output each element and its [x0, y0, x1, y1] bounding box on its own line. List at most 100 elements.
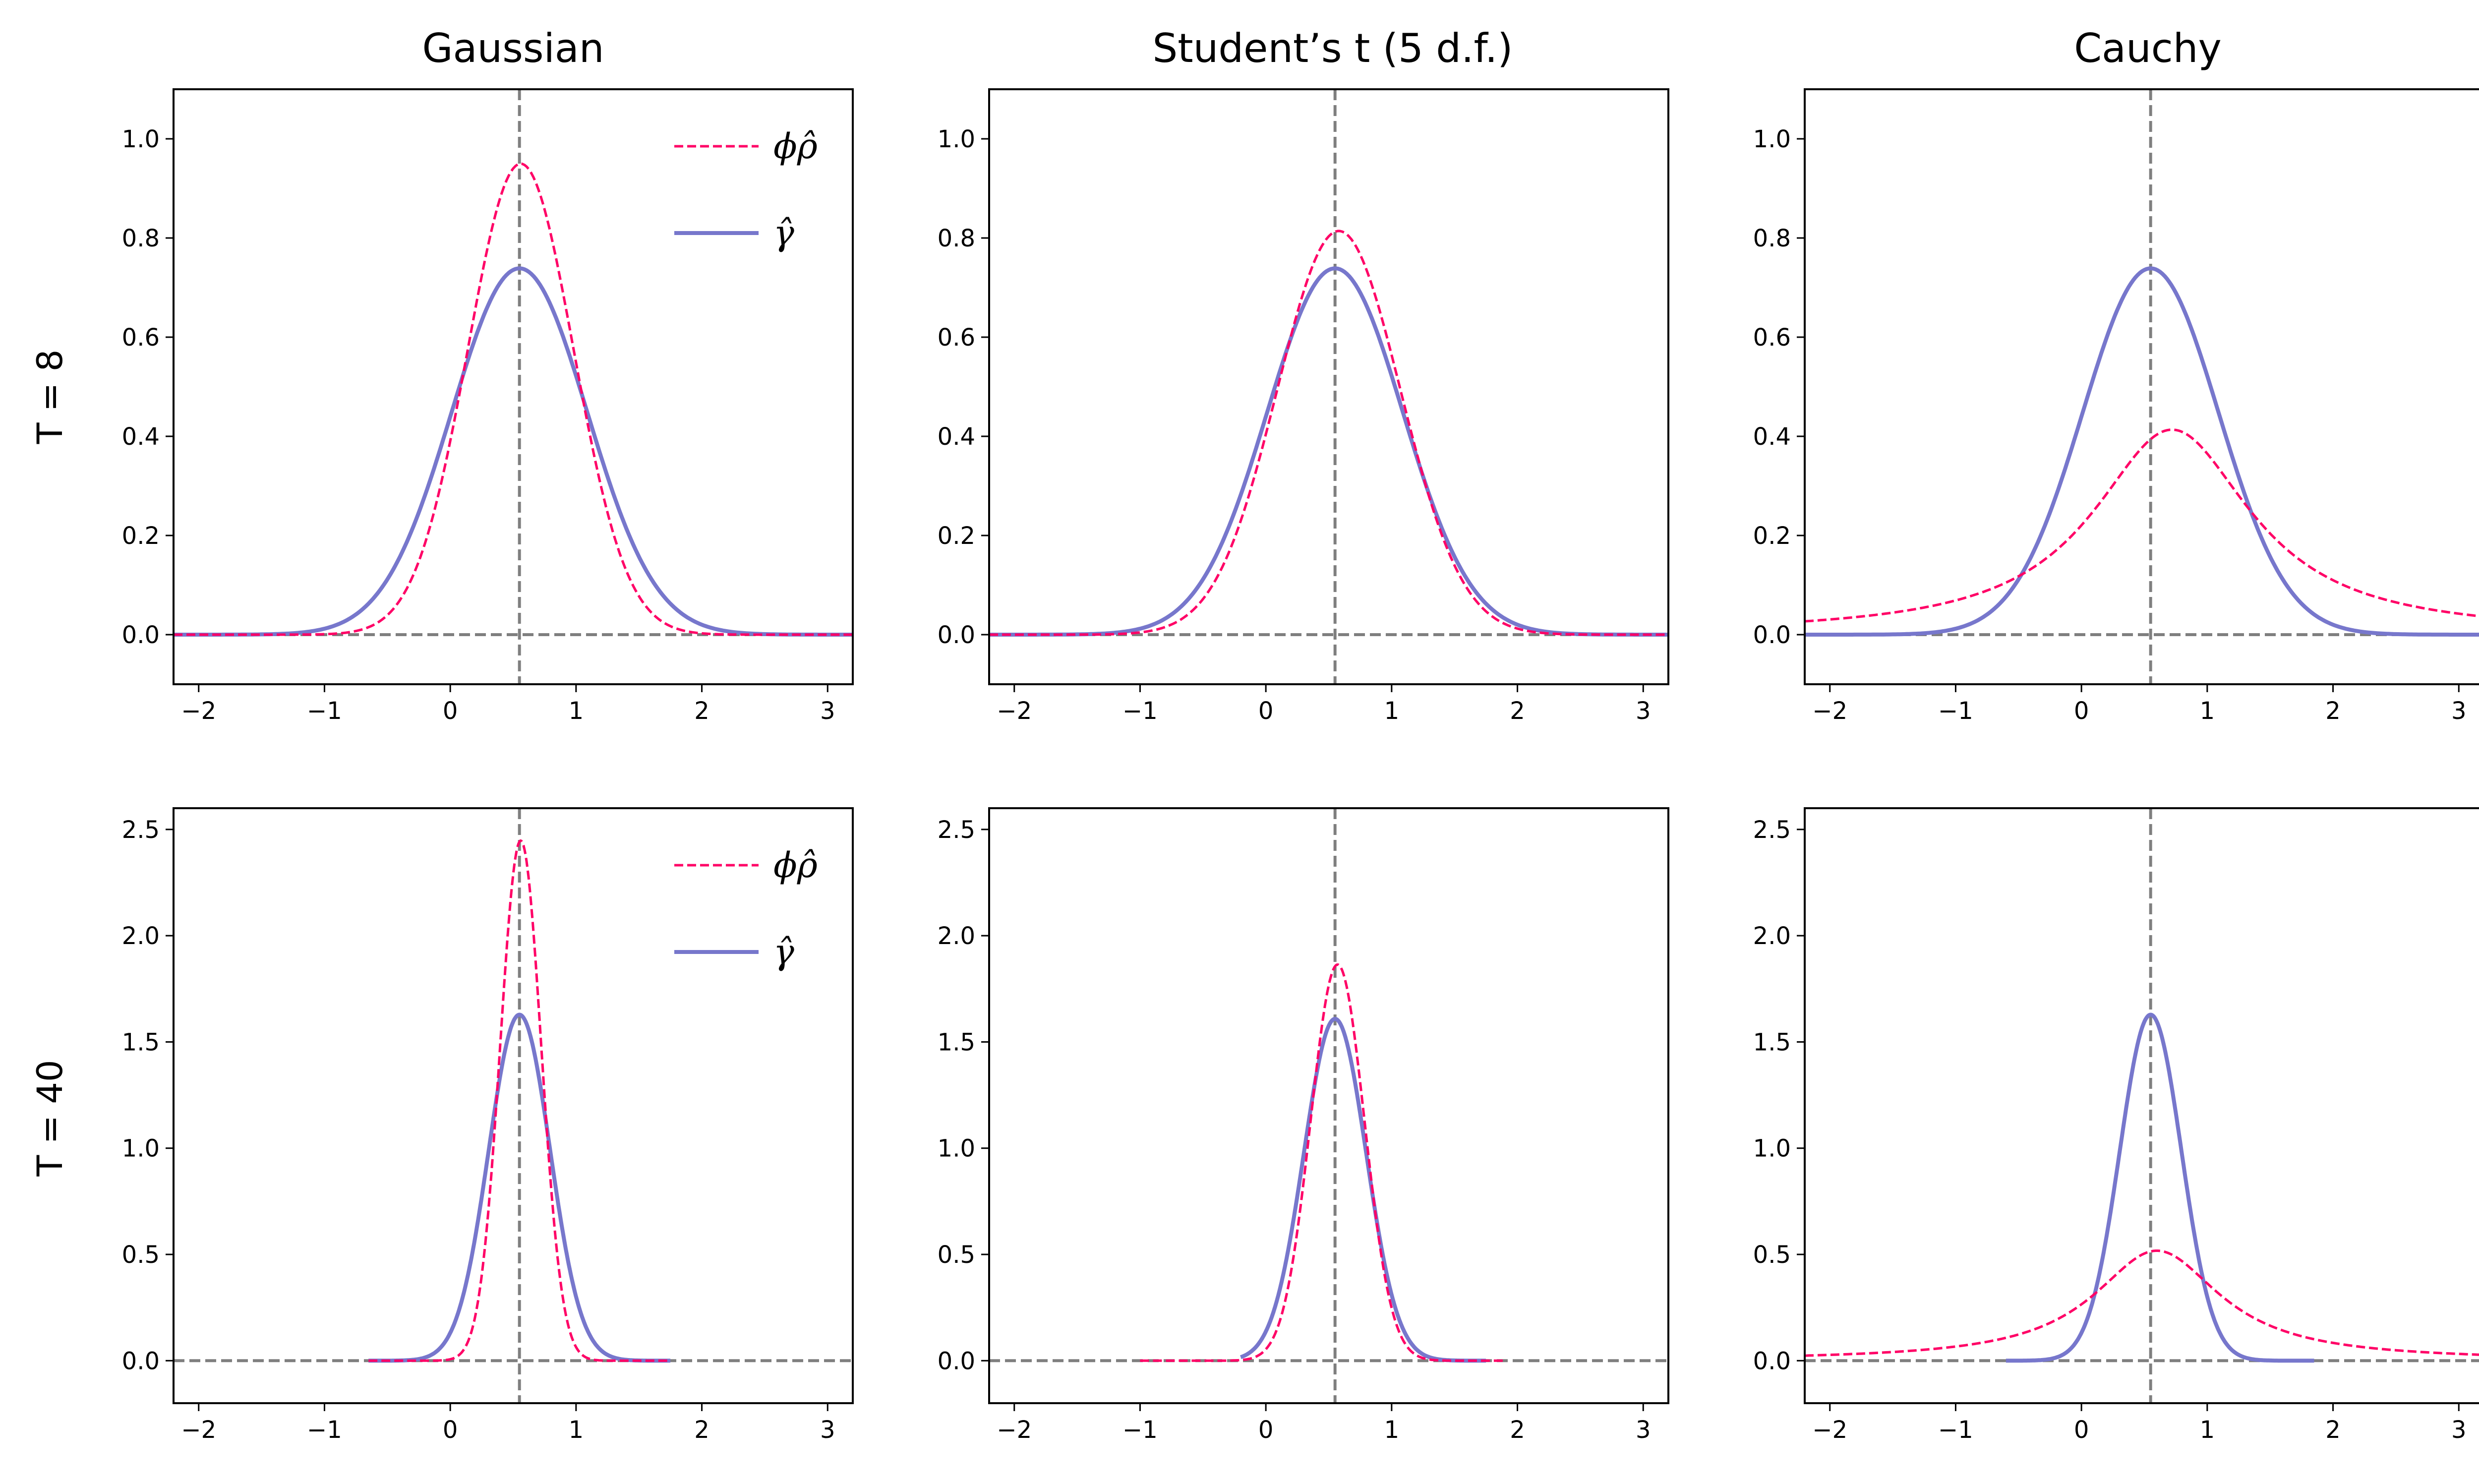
y-tick-label: 1.0: [938, 1135, 975, 1163]
gamma-series-line: [2005, 1012, 2315, 1363]
col-title-cauchy: Cauchy: [2074, 25, 2222, 71]
y-tick-label: 1.0: [1753, 1135, 1791, 1163]
y-tick-label: 1.5: [122, 1028, 160, 1056]
y-tick-label: 0.0: [1753, 1347, 1791, 1375]
legend: ϕρ̂ γ̂: [674, 126, 818, 253]
x-tick-label: −2: [997, 1416, 1032, 1444]
panel-t8-cauchy: −2 −1 0 1 2 3 0.0 0.2 0.4 0.6 0.8 1.0: [1753, 88, 2479, 725]
x-tick-label: 3: [820, 697, 835, 725]
phi-series-line: [1805, 428, 2479, 623]
y-tick-label: 0.8: [122, 225, 160, 252]
row-label-t40: T = 40: [30, 1060, 70, 1177]
y-tick-label: 0.0: [122, 621, 160, 649]
x-tick-label: −1: [1122, 697, 1158, 725]
panel-t40-cauchy: −2 −1 0 1 2 3 0.0 0.5 1.0 1.5 2.0 2.5: [1753, 807, 2479, 1444]
x-tick-label: 0: [443, 697, 458, 725]
x-tick-label: −1: [307, 697, 342, 725]
x-tick-label: 3: [1636, 1416, 1651, 1444]
x-tick-label: −2: [1812, 697, 1847, 725]
x-tick-label: 0: [2074, 697, 2089, 725]
x-tick-label: 1: [569, 697, 584, 725]
gamma-series-line: [1805, 266, 2479, 637]
y-tick-label: 2.0: [1753, 922, 1791, 950]
col-title-student-t: Student’s t (5 d.f.): [1153, 25, 1513, 71]
y-tick-label: 2.5: [122, 816, 160, 844]
x-tick-label: −2: [181, 1416, 216, 1444]
y-tick-label: 0.0: [1753, 621, 1791, 649]
y-tick-label: 0.8: [1753, 225, 1791, 252]
gamma-series-line: [174, 266, 853, 637]
y-tick-label: 0.5: [122, 1241, 160, 1269]
y-tick-label: 1.0: [938, 125, 975, 153]
x-tick-label: −1: [1938, 1416, 1973, 1444]
y-tick-label: 2.5: [938, 816, 975, 844]
x-tick-label: 0: [1258, 1416, 1274, 1444]
x-tick-label: 2: [694, 697, 709, 725]
x-tick-label: −2: [1812, 1416, 1847, 1444]
legend-phi-label: ϕρ̂: [773, 845, 818, 886]
axes-frame: [988, 807, 1669, 1404]
phi-series-line: [174, 162, 853, 636]
x-tick-label: 0: [2074, 1416, 2089, 1444]
y-tick-label: 0.4: [1753, 423, 1791, 451]
x-tick-label: −1: [1938, 697, 1973, 725]
gamma-series-line: [367, 1012, 672, 1363]
y-tick-label: 1.0: [122, 125, 160, 153]
phi-series-line: [368, 839, 671, 1362]
y-tick-label: 0.6: [1753, 324, 1791, 352]
x-tick-label: 1: [1384, 1416, 1400, 1444]
legend: ϕρ̂ γ̂: [674, 845, 818, 972]
y-tick-label: 0.0: [938, 621, 975, 649]
y-tick-label: 0.6: [122, 324, 160, 352]
axes-frame: [173, 807, 854, 1404]
legend-phi-label: ϕρ̂: [773, 126, 818, 167]
panel-t8-gaussian: −2 −1 0 1 2 3 0.0 0.2 0.4 0.6 0.8 1.0 ϕρ̂ γ̂: [122, 88, 854, 725]
panel-t40-gaussian: −2 −1 0 1 2 3 0.0 0.5 1.0 1.5 2.0 2.5 ϕρ̂ γ̂: [122, 807, 854, 1444]
x-tick-label: 1: [2200, 1416, 2215, 1444]
y-tick-label: 1.0: [122, 1135, 160, 1163]
y-tick-label: 0.4: [938, 423, 975, 451]
phi-series-line: [1140, 963, 1505, 1362]
y-tick-label: 0.4: [122, 423, 160, 451]
legend-gamma-label: γ̂: [773, 213, 794, 253]
axes-frame: [1804, 88, 2479, 685]
x-tick-label: 3: [2451, 697, 2467, 725]
x-tick-label: 3: [820, 1416, 835, 1444]
y-tick-label: 0.5: [938, 1241, 975, 1269]
x-tick-label: 1: [1384, 697, 1400, 725]
x-tick-label: 0: [1258, 697, 1274, 725]
y-tick-label: 0.5: [1753, 1241, 1791, 1269]
phi-series-line: [989, 230, 1668, 636]
x-tick-label: 2: [2325, 697, 2341, 725]
y-tick-label: 1.0: [1753, 125, 1791, 153]
phi-series-line: [1805, 1249, 2479, 1357]
y-tick-label: 0.2: [938, 522, 975, 550]
axes-frame: [173, 88, 854, 685]
x-tick-label: −1: [307, 1416, 342, 1444]
axes-frame: [1804, 807, 2479, 1404]
panel-t8-student-t: −2 −1 0 1 2 3 0.0 0.2 0.4 0.6 0.8 1.0: [938, 88, 1669, 725]
x-tick-label: 0: [443, 1416, 458, 1444]
row-label-t8: T = 8: [30, 350, 70, 444]
y-tick-label: 0.0: [122, 1347, 160, 1375]
y-tick-label: 0.2: [122, 522, 160, 550]
x-tick-label: −1: [1122, 1416, 1158, 1444]
y-tick-label: 1.5: [1753, 1028, 1791, 1056]
y-tick-label: 0.2: [1753, 522, 1791, 550]
col-title-gaussian: Gaussian: [422, 25, 604, 71]
x-tick-label: −2: [181, 697, 216, 725]
y-tick-label: 0.8: [938, 225, 975, 252]
y-tick-label: 0.0: [938, 1347, 975, 1375]
x-tick-label: 1: [569, 1416, 584, 1444]
y-tick-label: 2.0: [122, 922, 160, 950]
legend-gamma-label: γ̂: [773, 932, 794, 972]
x-tick-label: 3: [2451, 1416, 2467, 1444]
y-tick-label: 1.5: [938, 1028, 975, 1056]
y-tick-label: 2.5: [1753, 816, 1791, 844]
panels: −2 −1 0 1 2 3 0.0 0.2 0.4 0.6 0.8 1.0 ϕρ̂ γ̂ −2 −1 0 1 2 3 0…: [122, 88, 2479, 1444]
panel-t40-student-t: −2 −1 0 1 2 3 0.0 0.5 1.0 1.5 2.0 2.5: [938, 807, 1669, 1444]
x-tick-label: 2: [2325, 1416, 2341, 1444]
axes-frame: [988, 88, 1669, 685]
